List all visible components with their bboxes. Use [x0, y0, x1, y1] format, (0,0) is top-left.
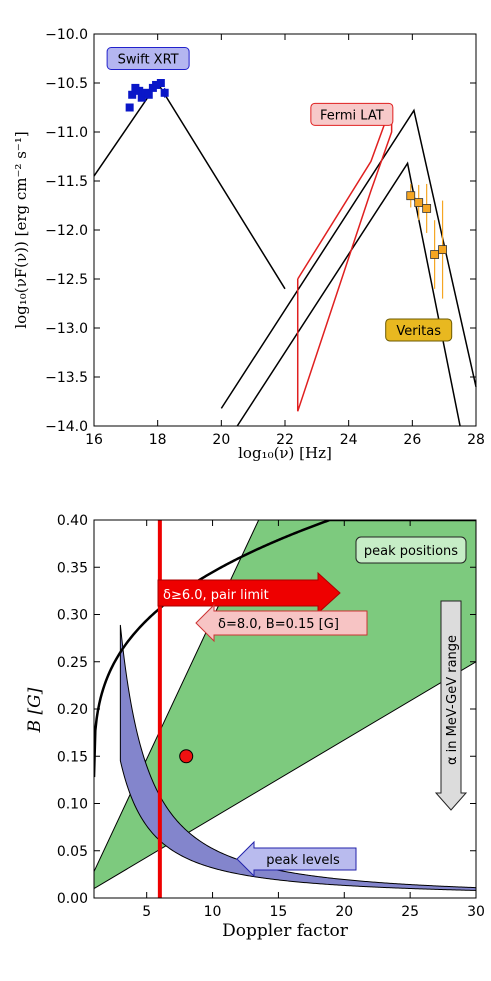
swift-data-point	[135, 86, 144, 95]
doppler-chart-xlabel: Doppler factor	[222, 921, 349, 941]
y-tick-label: −11.0	[45, 125, 88, 141]
x-tick-label: 10	[204, 904, 222, 920]
svg-text:δ=8.0, B=0.15 [G]: δ=8.0, B=0.15 [G]	[218, 617, 339, 632]
sed-chart-xlabel: log₁₀(ν) [Hz]	[238, 444, 332, 462]
y-tick-label: 0.40	[57, 513, 88, 529]
veritas-label: Veritas	[385, 318, 453, 342]
veritas-data-point	[438, 245, 447, 255]
y-tick-label: −10.0	[45, 27, 88, 43]
x-tick-label: 22	[276, 432, 294, 448]
svg-text:α in MeV-GeV range: α in MeV-GeV range	[445, 635, 460, 765]
peak-levels-label: peak levels	[236, 840, 357, 878]
swift-data-point	[152, 80, 161, 89]
x-tick-label: 28	[467, 432, 485, 448]
y-tick-label: −13.5	[45, 370, 88, 386]
swift-xrt-label: Swift XRT	[106, 47, 190, 70]
y-tick-label: −10.5	[45, 76, 88, 92]
veritas-data-point	[406, 191, 416, 201]
x-tick-label: 30	[467, 904, 485, 920]
y-tick-label: −12.0	[45, 223, 88, 239]
swift-data-point	[125, 103, 134, 112]
y-tick-label: 0.35	[57, 560, 88, 576]
swift-data-point	[160, 88, 169, 97]
selected-point	[179, 749, 194, 764]
fermi-lat-bowtie	[296, 104, 393, 412]
veritas-data-point	[422, 204, 432, 213]
svg-text:peak levels: peak levels	[266, 853, 340, 868]
selected-point-label: δ=8.0, B=0.15 [G]	[195, 603, 368, 643]
model-line-1	[220, 108, 477, 409]
y-tick-label: −14.0	[45, 419, 88, 435]
x-tick-label: 26	[403, 432, 421, 448]
x-tick-label: 20	[212, 432, 230, 448]
svg-text:δ≥6.0, pair limit: δ≥6.0, pair limit	[163, 588, 269, 603]
y-tick-label: 0.25	[57, 655, 88, 671]
y-tick-label: 0.00	[57, 891, 88, 907]
sed-chart: 16 18 20 22 24 26 28 −10.0 −10.5 −11.0 −11.5 −12.0 −…	[12, 27, 485, 462]
swift-data-point	[144, 90, 153, 99]
alpha-range-arrow: α in MeV-GeV range	[434, 600, 468, 811]
peak-positions-band	[94, 520, 476, 890]
y-tick-label: 0.30	[57, 608, 88, 624]
x-tick-label: 20	[335, 904, 353, 920]
alpha-constraint-curve	[94, 520, 476, 778]
x-tick-label: 25	[401, 904, 419, 920]
peak-positions-label: peak positions	[355, 536, 467, 564]
doppler-chart: 5 10 15 20 25 30 0.00 0.05 0.10 0.15 0.20 0.25 0.30 0…	[25, 513, 485, 941]
y-tick-label: −12.5	[45, 272, 88, 288]
doppler-chart-ylabel: B [G]	[25, 687, 45, 733]
y-tick-label: 0.10	[57, 797, 88, 813]
y-tick-label: −13.0	[45, 321, 88, 337]
y-tick-label: 0.05	[57, 844, 88, 860]
svg-text:Fermi LAT: Fermi LAT	[320, 108, 384, 123]
y-tick-label: 0.15	[57, 749, 88, 765]
y-tick-label: −11.5	[45, 174, 88, 190]
y-tick-label: 0.20	[57, 702, 88, 718]
x-tick-label: 15	[269, 904, 287, 920]
svg-text:peak positions: peak positions	[364, 544, 458, 559]
swift-data-point	[137, 93, 146, 102]
x-tick-label: 5	[142, 904, 151, 920]
x-tick-label: 24	[340, 432, 358, 448]
fermi-lat-label: Fermi LAT	[310, 102, 394, 126]
x-tick-label: 18	[149, 432, 167, 448]
sed-chart-ylabel: log₁₀(νF(ν)) [erg cm⁻² s⁻¹]	[12, 131, 30, 328]
veritas-data-point	[414, 198, 424, 207]
veritas-data-point	[430, 250, 440, 259]
pair-limit-arrow: δ≥6.0, pair limit	[157, 571, 341, 615]
svg-text:Swift XRT: Swift XRT	[118, 53, 179, 68]
x-tick-label: 16	[85, 432, 103, 448]
svg-text:Veritas: Veritas	[396, 324, 441, 339]
swift-data-point	[128, 90, 137, 99]
model-line-0	[93, 81, 286, 290]
swift-data-point	[156, 79, 165, 87]
